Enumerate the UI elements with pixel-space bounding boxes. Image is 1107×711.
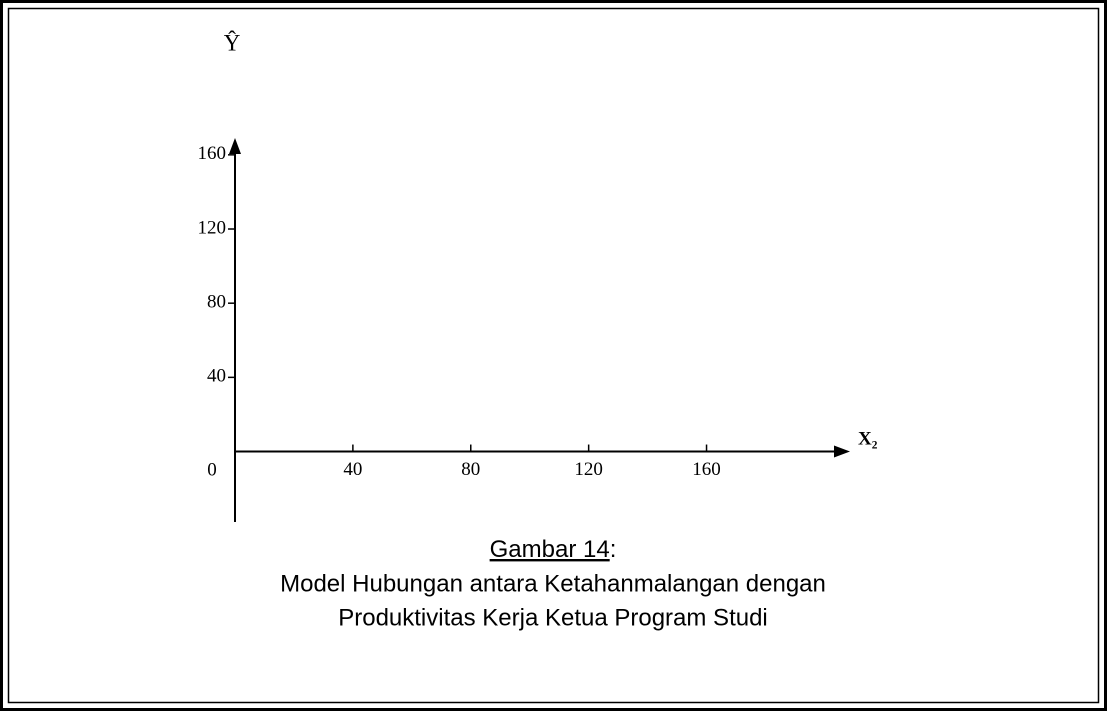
caption-line: Model Hubungan antara Ketahanmalangan de… [280,570,826,597]
y-tick-label: 120 [198,217,227,238]
caption-number: Gambar 14 [490,536,610,563]
origin-label: 0 [207,459,217,480]
x-tick-label: 80 [461,459,480,480]
x-tick-label: 160 [692,459,721,480]
caption: Gambar 14: Model Hubungan antara Ketahan… [280,536,826,631]
x-tick-label: 40 [343,459,362,480]
y-tick-label: 40 [207,366,226,387]
x-tick-label: 120 [574,459,603,480]
x-axis-label: X₂ [858,428,878,449]
caption-line: Produktivitas Kerja Ketua Program Studi [338,604,768,631]
y-tick-label: 160 [198,143,227,164]
caption-separator: : [610,536,617,563]
y-axis-arrow [229,138,241,154]
y-axis-label: Ŷ [224,30,241,55]
caption-title: Gambar 14: [490,536,617,563]
x-axis-arrow [834,445,850,458]
inner-frame [7,7,1100,704]
y-tick-label: 80 [207,292,226,313]
